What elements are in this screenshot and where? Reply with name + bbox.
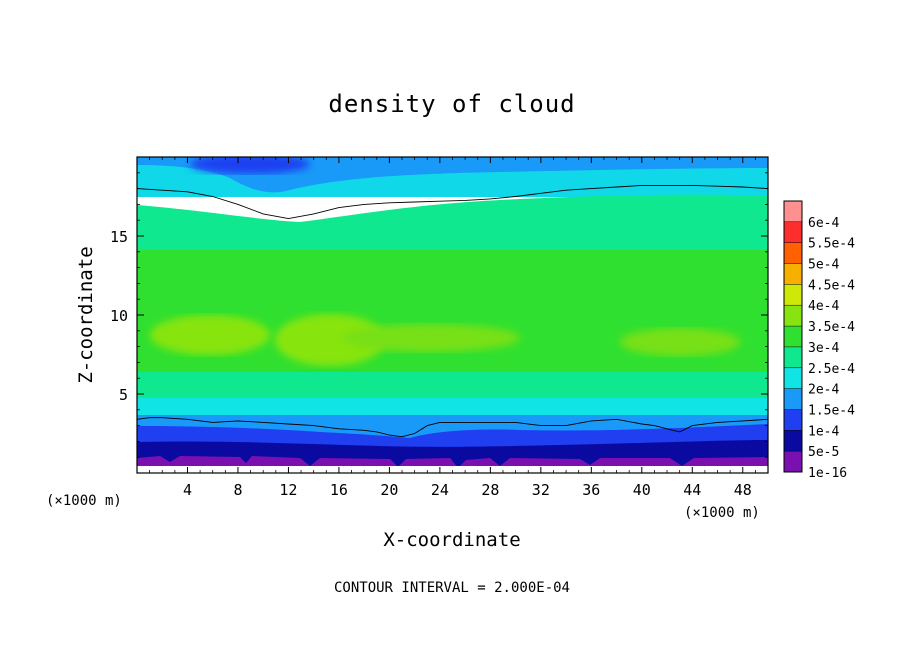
colorbar-label: 1e-16 <box>808 466 847 481</box>
x-tick-label: 48 <box>734 481 752 499</box>
contour-interval-note: CONTOUR INTERVAL = 2.000E-04 <box>334 580 570 596</box>
colorbar-label: 3.5e-4 <box>808 320 855 335</box>
colorbar-swatch <box>784 430 802 452</box>
colorbar-label: 2.5e-4 <box>808 362 855 377</box>
x-tick-label: 44 <box>683 481 701 499</box>
y-tick-label: 15 <box>110 228 128 246</box>
x-tick-label: 32 <box>532 481 550 499</box>
colorbar-swatch <box>784 409 802 431</box>
x-tick-label: 16 <box>330 481 348 499</box>
colorbar-swatch <box>784 305 802 326</box>
field-core-right <box>620 328 740 356</box>
field-core-center <box>275 314 385 366</box>
colorbar-label: 4.5e-4 <box>808 278 855 293</box>
x-tick-label: 8 <box>233 481 242 499</box>
colorbar-swatch <box>784 388 802 410</box>
colorbar-swatch <box>784 326 802 347</box>
colorbar-label: 3e-4 <box>808 341 839 356</box>
colorbar-swatch <box>784 242 802 264</box>
x-tick-label: 20 <box>380 481 398 499</box>
colorbar-swatch <box>784 221 802 243</box>
colorbar-label: 1e-4 <box>808 424 839 439</box>
x-axis-title: X-coordinate <box>383 529 520 551</box>
x-axis: 4 8 12 16 20 24 28 32 36 40 44 48 <box>149 157 756 499</box>
colorbar-swatch <box>784 284 802 306</box>
field-core-left <box>150 315 270 355</box>
field-band-2.5e-4-upper <box>137 194 768 260</box>
plot-area <box>137 157 768 473</box>
contour-line <box>137 184 768 220</box>
colorbar-label: 5.5e-4 <box>808 237 855 252</box>
field-top-cap <box>190 157 310 174</box>
colorbar-label: 5e-5 <box>808 445 839 460</box>
colorbar-swatch <box>784 201 802 222</box>
x-unit-label: (×1000 m) <box>684 505 760 521</box>
field-bottom-edge <box>137 466 768 473</box>
contour-line <box>137 417 768 438</box>
x-tick-label: 40 <box>633 481 651 499</box>
z-unit-label: (×1000 m) <box>46 493 122 509</box>
colorbar-swatch <box>784 367 802 389</box>
colorbar-label: 4e-4 <box>808 299 839 314</box>
field-band-3e-4 <box>137 250 768 385</box>
x-tick-label: 36 <box>582 481 600 499</box>
y-tick-label: 5 <box>119 386 128 404</box>
x-tick-label: 28 <box>481 481 499 499</box>
colorbar-label: 1.5e-4 <box>808 404 855 419</box>
colorbar-label: 5e-4 <box>808 258 839 273</box>
contour-lines <box>137 184 768 438</box>
y-axis: 5 10 15 <box>110 172 768 458</box>
x-tick-label: 4 <box>183 481 192 499</box>
chart-title: density of cloud <box>328 90 575 118</box>
colorbar-swatch <box>784 346 802 368</box>
y-axis-title: Z-coordinate <box>75 246 97 383</box>
colorbar-label: 6e-4 <box>808 216 839 231</box>
x-tick-label: 24 <box>431 481 449 499</box>
field-core-mid <box>340 324 520 352</box>
colorbar-swatch <box>784 263 802 285</box>
colorbar-label: 2e-4 <box>808 383 839 398</box>
colorbar-swatch <box>784 451 802 472</box>
colorbar: 1e-16 5e-5 1e-4 1.5e-4 2e-4 2.5e-4 3e-4 3.5e-4 4… <box>783 200 855 481</box>
x-tick-label: 12 <box>279 481 297 499</box>
density-field <box>137 157 768 473</box>
y-tick-label: 10 <box>110 307 128 325</box>
